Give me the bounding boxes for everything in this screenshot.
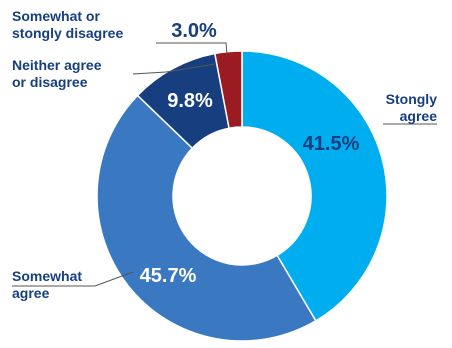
category-label-somewhat-agree: Somewhat agree <box>12 268 82 301</box>
category-label-line: agree <box>12 285 50 301</box>
slice-stongly-agree <box>241 50 388 322</box>
category-label-line: stongly disagree <box>12 25 123 41</box>
category-label-stongly-agree: Stongly agree <box>386 91 438 124</box>
category-label-line: Somewhat <box>12 268 82 284</box>
slice-somewhat-or-stongly-disagree <box>213 50 243 130</box>
value-label-somewhat-agree: 45.7% <box>140 265 197 287</box>
category-label-line: or disagree <box>12 74 88 90</box>
category-label-line: Stongly <box>386 91 438 107</box>
category-label-line: agree <box>400 108 438 124</box>
value-label-neither-agree-or-disagree: 9.8% <box>167 90 213 112</box>
leader-line-somewhat-or-stongly-disagree <box>156 42 228 56</box>
leader-line-neither-agree-or-disagree <box>132 63 216 75</box>
donut-slices <box>96 50 388 342</box>
leader-lines <box>12 42 437 287</box>
leader-line-somewhat-agree <box>12 271 134 287</box>
value-label-somewhat-or-stongly-disagree: 3.0% <box>171 20 217 42</box>
category-label-line: Somewhat or <box>12 8 100 24</box>
category-label-neither-agree-or-disagree: Neither agree or disagree <box>12 57 102 90</box>
category-label-somewhat-or-stongly-disagree: Somewhat or stongly disagree <box>12 8 123 41</box>
value-labels: 41.5% 45.7% 9.8% 3.0% <box>140 20 360 287</box>
value-label-stongly-agree: 41.5% <box>303 133 360 155</box>
category-label-line: Neither agree <box>12 57 102 73</box>
slice-somewhat-agree <box>96 94 317 342</box>
